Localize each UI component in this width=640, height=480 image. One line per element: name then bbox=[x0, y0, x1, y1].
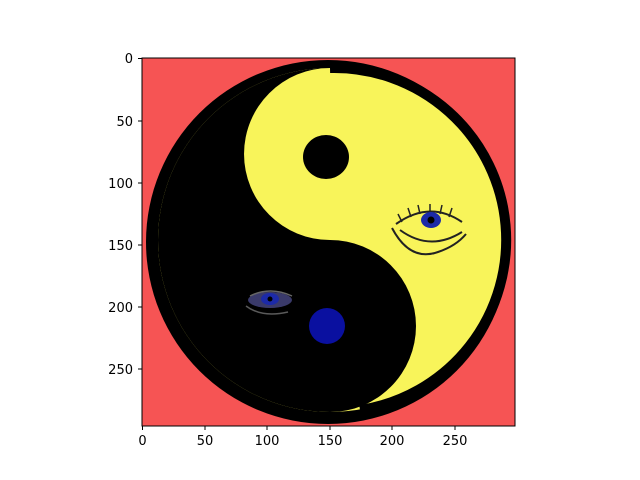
yang-side-dot bbox=[303, 135, 349, 179]
y-tick-label: 200 bbox=[108, 301, 133, 316]
x-tick-label: 50 bbox=[197, 434, 214, 449]
eye-left bbox=[245, 290, 293, 315]
x-tick-label: 200 bbox=[380, 434, 405, 449]
x-axis: 0 50 100 150 200 250 bbox=[138, 426, 467, 449]
y-tick-label: 100 bbox=[108, 177, 133, 192]
y-tick-label: 150 bbox=[108, 239, 133, 254]
axes-frame bbox=[141, 57, 516, 427]
eye-right bbox=[391, 204, 467, 256]
yin-side-dot bbox=[309, 308, 345, 344]
x-tick-label: 150 bbox=[318, 434, 343, 449]
y-tick-label: 250 bbox=[108, 363, 133, 378]
yin-yang-image bbox=[142, 58, 515, 426]
yin-field bbox=[158, 68, 416, 412]
x-tick-label: 100 bbox=[255, 434, 280, 449]
x-tick-label: 250 bbox=[443, 434, 468, 449]
y-axis: 0 50 100 150 200 250 bbox=[108, 52, 142, 378]
y-tick-label: 0 bbox=[125, 52, 133, 67]
x-tick-label: 0 bbox=[138, 434, 146, 449]
y-tick-label: 50 bbox=[116, 115, 133, 130]
yin-yang-outline-right bbox=[329, 62, 512, 415]
